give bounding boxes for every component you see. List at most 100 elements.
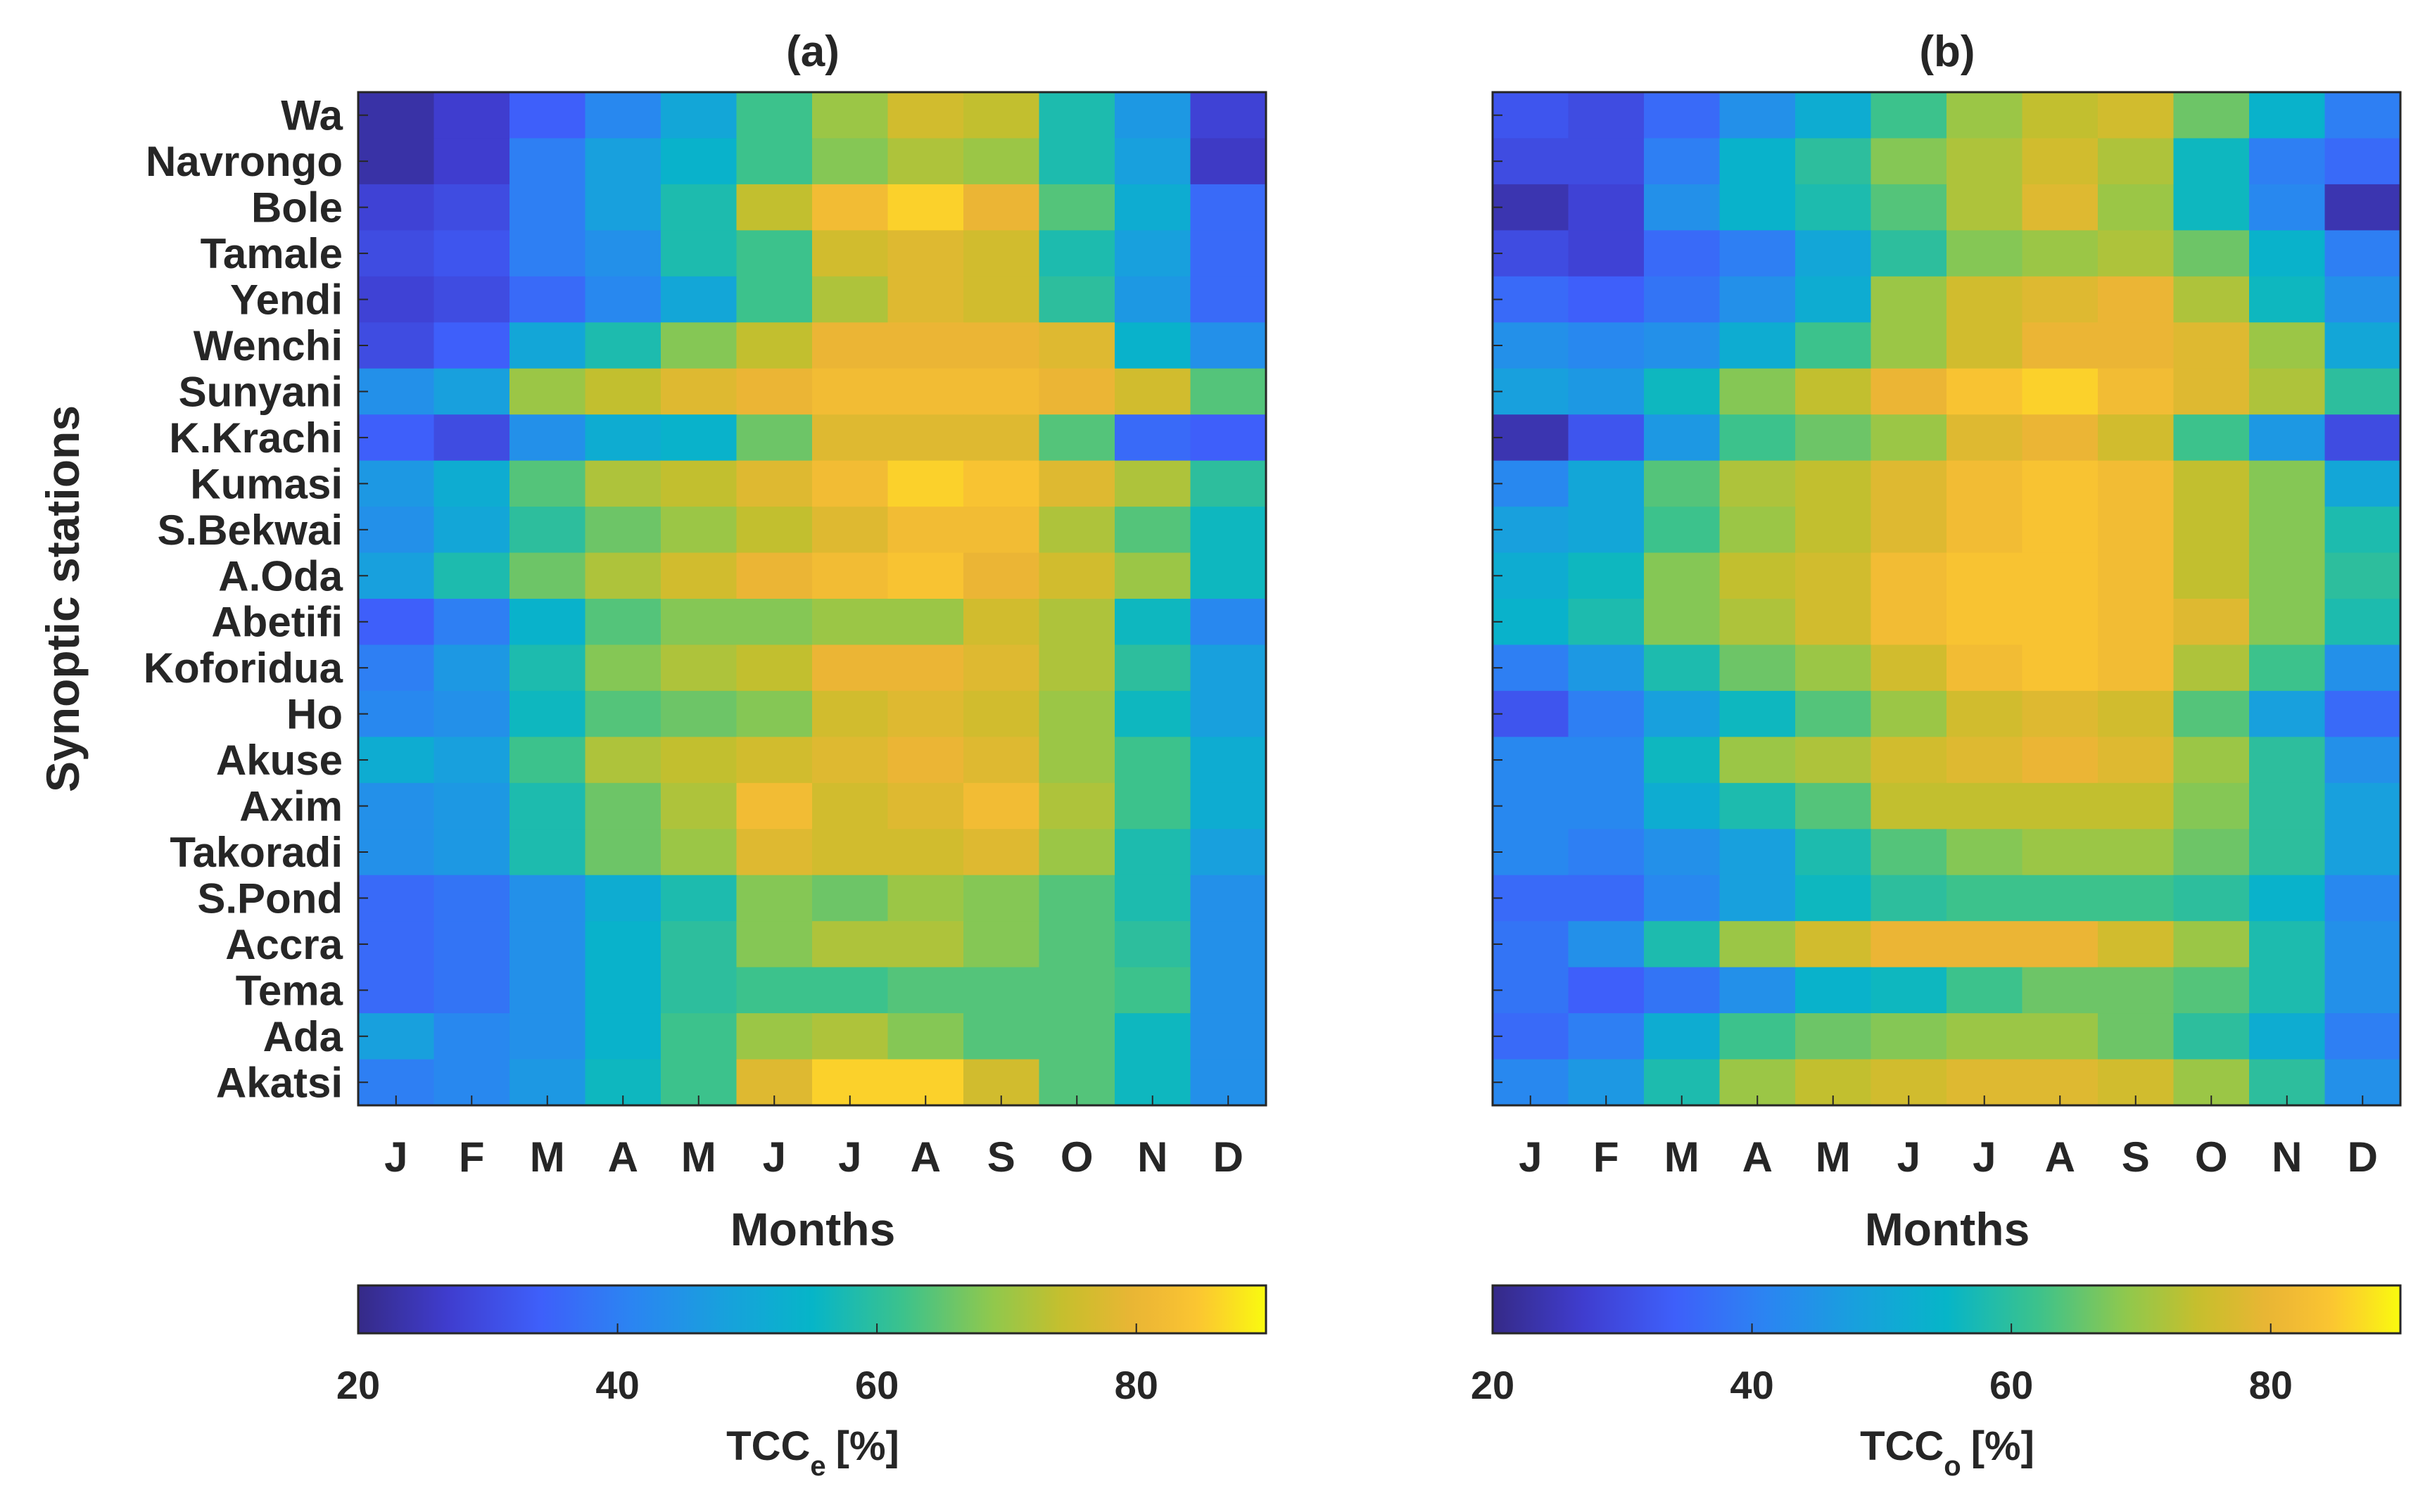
heatmap-cell: [963, 507, 1040, 554]
heatmap-cell: [812, 322, 889, 369]
column-label: A: [608, 1133, 638, 1181]
heatmap-cell: [963, 599, 1040, 646]
heatmap-cell: [2249, 460, 2326, 507]
heatmap-cell: [1871, 92, 1947, 139]
colorbar-a: [357, 1284, 1267, 1335]
heatmap-cell: [2022, 368, 2099, 415]
heatmap-cell: [1568, 138, 1645, 185]
heatmap-cell: [1644, 967, 1721, 1014]
heatmap-cell: [1493, 322, 1569, 369]
heatmap-cell: [509, 829, 586, 876]
heatmap-cell: [2249, 184, 2326, 231]
heatmap-cell: [509, 92, 586, 139]
heatmap-cell: [1039, 138, 1115, 185]
heatmap-cell: [509, 1013, 586, 1060]
heatmap-cell: [2098, 737, 2175, 784]
column-label: J: [1519, 1133, 1542, 1181]
heatmap-cell: [1493, 644, 1569, 692]
heatmap-cell: [2098, 599, 2175, 646]
heatmap-cell: [1115, 644, 1191, 692]
heatmap-cell: [1871, 1013, 1947, 1060]
heatmap-cell: [736, 967, 813, 1014]
column-label: S: [2122, 1133, 2150, 1181]
panel-a-title: (a): [786, 27, 840, 76]
heatmap-cell: [1644, 138, 1721, 185]
heatmap-cell: [1947, 368, 2023, 415]
heatmap-cell: [661, 875, 738, 922]
heatmap-a-cells: [358, 92, 1267, 1106]
heatmap-cell: [812, 921, 889, 968]
heatmap-cell: [1719, 460, 1796, 507]
heatmap-cell: [1871, 782, 1947, 830]
heatmap-cell: [2249, 138, 2326, 185]
heatmap-cell: [2173, 737, 2250, 784]
heatmap-cell: [1190, 967, 1267, 1014]
heatmap-cell: [812, 230, 889, 277]
heatmap-cell: [585, 414, 662, 462]
heatmap-cell: [1795, 690, 1872, 737]
heatmap-cell: [2249, 230, 2326, 277]
heatmap-cell: [1568, 1013, 1645, 1060]
colorbar-b-ticks: 20 40 60 80: [1471, 1323, 2293, 1407]
heatmap-cell: [1039, 921, 1115, 968]
heatmap-cell: [1644, 690, 1721, 737]
heatmap-cell: [1190, 276, 1267, 323]
heatmap-cell: [2022, 690, 2099, 737]
heatmap-cell: [661, 138, 738, 185]
heatmap-cell: [433, 414, 510, 462]
heatmap-cell: [1568, 829, 1645, 876]
heatmap-cell: [736, 829, 813, 876]
colorbar-tick-label: 20: [1471, 1363, 1514, 1407]
heatmap-cell: [1493, 507, 1569, 554]
heatmap-cell: [433, 967, 510, 1014]
heatmap-cell: [661, 644, 738, 692]
heatmap-cell: [1719, 829, 1796, 876]
heatmap-cell: [509, 184, 586, 231]
heatmap-cell: [1493, 921, 1569, 968]
heatmap-cell: [661, 414, 738, 462]
heatmap-cell: [812, 507, 889, 554]
heatmap-cell: [433, 230, 510, 277]
heatmap-cell: [2173, 875, 2250, 922]
heatmap-cell: [812, 92, 889, 139]
heatmap-cell: [1795, 92, 1872, 139]
heatmap-cell: [433, 138, 510, 185]
heatmap-cell: [1568, 92, 1645, 139]
heatmap-cell: [2249, 782, 2326, 830]
panel-b-title: (b): [1919, 27, 1975, 76]
heatmap-cell: [509, 967, 586, 1014]
heatmap-cell: [661, 460, 738, 507]
column-label: A: [911, 1133, 941, 1181]
heatmap-cell: [1871, 230, 1947, 277]
colorbar-a-label: TCCe [%]: [726, 1423, 899, 1482]
heatmap-cell: [2022, 138, 2099, 185]
heatmap-cell: [2324, 507, 2401, 554]
heatmap-cell: [812, 875, 889, 922]
heatmap-cell: [887, 737, 964, 784]
heatmap-cell: [887, 829, 964, 876]
panel-a-xlabel: Months: [730, 1203, 896, 1255]
heatmap-cell: [963, 368, 1040, 415]
heatmap-cell: [1795, 322, 1872, 369]
heatmap-cell: [1568, 690, 1645, 737]
heatmap-cell: [509, 322, 586, 369]
heatmap-cell: [1039, 368, 1115, 415]
heatmap-cell: [2022, 414, 2099, 462]
heatmap-cell: [1719, 552, 1796, 599]
heatmap-cell: [358, 644, 435, 692]
heatmap-cell: [1190, 921, 1267, 968]
heatmap-cell: [736, 737, 813, 784]
heatmap-cell: [1947, 460, 2023, 507]
heatmap-cell: [2173, 644, 2250, 692]
heatmap-cell: [1115, 276, 1191, 323]
heatmap-cell: [812, 368, 889, 415]
heatmap-cell: [585, 322, 662, 369]
column-label: J: [1973, 1133, 1996, 1181]
row-label: Tema: [236, 967, 343, 1014]
heatmap-cell: [358, 1013, 435, 1060]
heatmap-cell: [509, 414, 586, 462]
heatmap-cell: [812, 737, 889, 784]
heatmap-cell: [1795, 230, 1872, 277]
heatmap-cell: [2173, 92, 2250, 139]
